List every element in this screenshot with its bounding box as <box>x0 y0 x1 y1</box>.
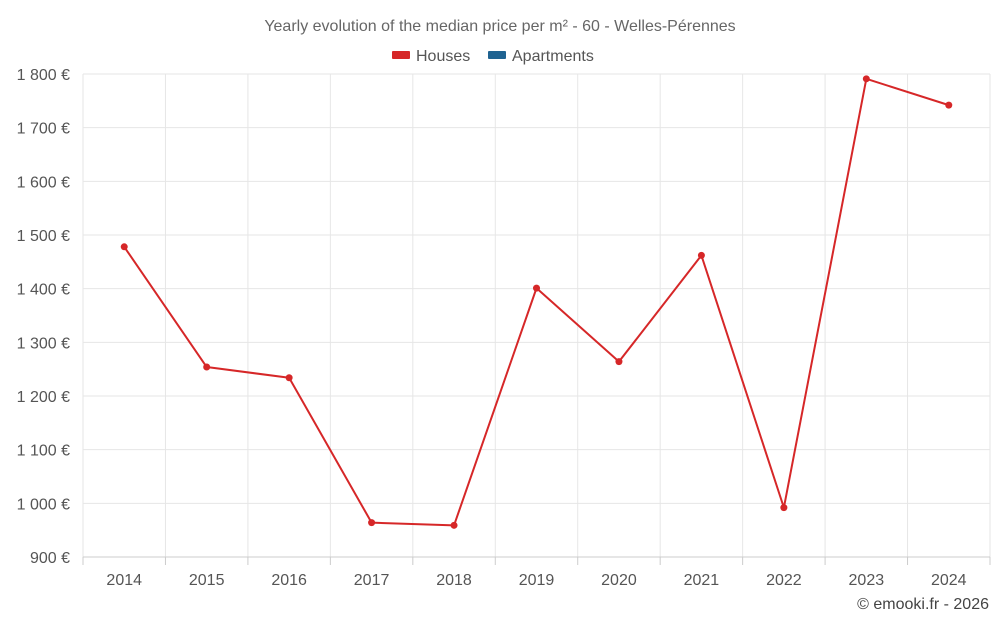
data-point-houses-2024[interactable] <box>945 101 953 109</box>
y-tick-label: 1 800 € <box>17 67 70 84</box>
x-tick-label: 2018 <box>436 572 472 589</box>
data-point-houses-2016[interactable] <box>285 374 293 382</box>
y-tick-label: 1 100 € <box>17 443 70 460</box>
legend: Houses Apartments <box>392 48 594 65</box>
y-tick-label: 1 600 € <box>17 174 70 191</box>
x-tick-label: 2017 <box>354 572 390 589</box>
data-point-houses-2022[interactable] <box>780 504 788 512</box>
x-tick-label: 2022 <box>766 572 802 589</box>
data-point-houses-2017[interactable] <box>368 519 376 527</box>
y-tick-label: 1 500 € <box>17 228 70 245</box>
data-point-houses-2015[interactable] <box>203 363 211 371</box>
legend-label-apartments[interactable]: Apartments <box>512 48 594 65</box>
x-tick-label: 2015 <box>189 572 225 589</box>
y-tick-label: 1 700 € <box>17 121 70 138</box>
x-axis: 2014 2015 2016 2017 2018 2019 2020 2021 2022 2023… <box>82 556 991 589</box>
x-tick-label: 2014 <box>106 572 142 589</box>
y-tick-label: 1 200 € <box>17 389 70 406</box>
data-point-houses-2019[interactable] <box>533 284 540 292</box>
data-point-houses-2023[interactable] <box>862 75 870 83</box>
x-tick-label: 2021 <box>684 572 720 589</box>
data-point-houses-2014[interactable] <box>120 243 128 251</box>
legend-swatch-houses <box>392 51 410 59</box>
x-tick-label: 2020 <box>601 572 637 589</box>
data-point-houses-2021[interactable] <box>697 251 705 259</box>
x-tick-label: 2023 <box>849 572 885 589</box>
data-point-houses-2018[interactable] <box>450 521 458 529</box>
y-tick-label: 900 € <box>30 550 70 567</box>
series-houses <box>120 75 953 529</box>
y-tick-label: 1 000 € <box>17 496 70 513</box>
chart-title: Yearly evolution of the median price per… <box>264 18 735 35</box>
y-tick-label: 1 300 € <box>17 335 70 352</box>
y-tick-label: 1 400 € <box>17 282 70 299</box>
credit-text: © emooki.fr - 2026 <box>857 596 989 613</box>
legend-swatch-apartments <box>488 51 506 59</box>
data-point-houses-2020[interactable] <box>615 358 623 366</box>
legend-label-houses[interactable]: Houses <box>416 48 470 65</box>
x-tick-label: 2019 <box>519 572 555 589</box>
x-tick-label: 2024 <box>931 572 967 589</box>
x-tick-label: 2016 <box>271 572 307 589</box>
y-axis: 900 € 1 000 € 1 100 € 1 200 € 1 300 € 1 400 €… <box>17 67 70 567</box>
